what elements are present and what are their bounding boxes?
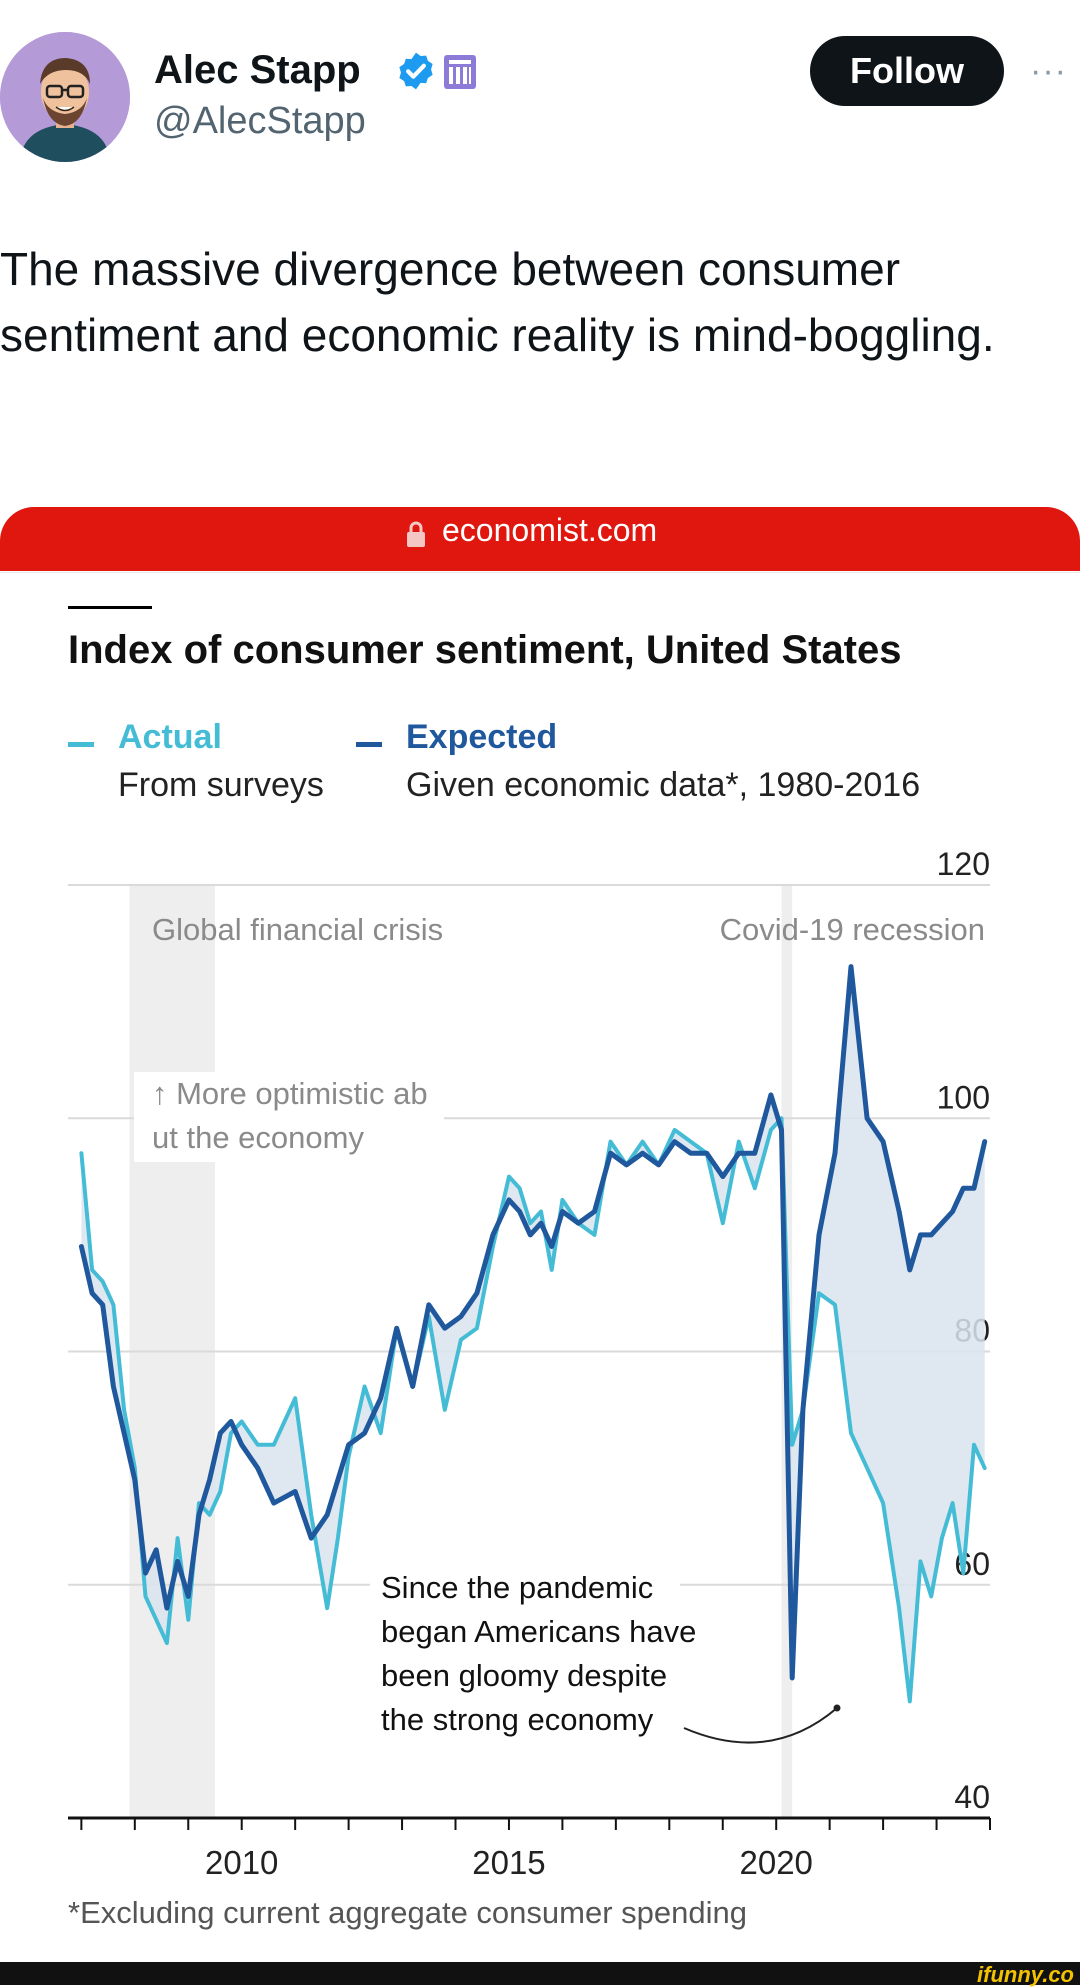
tweet-text: The massive divergence between consumer … xyxy=(0,243,995,361)
shade-label-covid: Covid-19 recession xyxy=(720,912,985,947)
x-tick-label-2015: 2015 xyxy=(472,1844,545,1881)
gap-area xyxy=(81,966,985,1702)
annotation-optimistic-bg xyxy=(134,1072,444,1162)
annotation-pandemic-line: been gloomy despite xyxy=(381,1658,667,1693)
affiliate-badge-icon xyxy=(444,55,476,89)
legend-actual-swatch xyxy=(68,742,94,747)
y-tick-label-100: 100 xyxy=(937,1079,990,1115)
annotation-pandemic-line: the strong economy xyxy=(381,1702,654,1737)
profile-photo-icon xyxy=(0,32,130,162)
author-name[interactable]: Alec Stapp xyxy=(154,48,361,92)
ifunny-watermark: ifunny.co xyxy=(977,1962,1074,1987)
url-bar[interactable] xyxy=(0,507,1080,571)
link-domain[interactable]: economist.com xyxy=(442,512,658,548)
x-tick-label-2020: 2020 xyxy=(739,1844,812,1881)
annotation-pandemic-line: Since the pandemic xyxy=(381,1570,653,1605)
more-options-icon[interactable]: ··· xyxy=(1030,52,1067,90)
annotation-optimistic-line: ut the economy xyxy=(152,1120,364,1155)
annotation-pandemic-bg xyxy=(370,1564,680,1748)
annotation-pandemic-line: began Americans have xyxy=(381,1614,696,1649)
legend-expected-swatch xyxy=(356,742,382,747)
y-tick-label-120: 120 xyxy=(937,846,990,882)
legend-expected-label: Expected xyxy=(406,718,558,756)
annotation-optimistic-line: ↑ More optimistic ab xyxy=(152,1076,428,1111)
y-tick-label-40: 40 xyxy=(954,1779,990,1815)
annotation-pandemic: Since the pandemic began Americans have be… xyxy=(381,1570,696,1737)
x-tick-label-2010: 2010 xyxy=(205,1844,278,1881)
chart-title-rule xyxy=(68,606,152,609)
bottom-bar xyxy=(0,1962,1080,1985)
shade-label-gfc: Global financial crisis xyxy=(152,912,443,947)
annotation-optimistic: ↑ More optimistic ab ut the economy xyxy=(152,1076,428,1155)
author-handle[interactable]: @AlecStapp xyxy=(154,100,366,142)
legend-actual-label: Actual xyxy=(118,718,222,756)
annotation-pointer xyxy=(683,1707,838,1744)
avatar[interactable] xyxy=(0,32,130,162)
card-divider xyxy=(0,572,1080,573)
series-line-expected xyxy=(78,964,988,1681)
legend-actual-sub: From surveys xyxy=(118,766,324,804)
annotation-pointer-dot xyxy=(833,1704,841,1712)
chart-footnote: *Excluding current aggregate consumer sp… xyxy=(68,1895,747,1930)
verified-badge-icon xyxy=(399,52,433,90)
legend-expected-sub: Given economic data*, 1980-2016 xyxy=(406,766,921,804)
lock-icon xyxy=(407,521,425,547)
chart-title: Index of consumer sentiment, United Stat… xyxy=(68,628,902,672)
follow-button[interactable]: Follow xyxy=(810,36,1004,106)
